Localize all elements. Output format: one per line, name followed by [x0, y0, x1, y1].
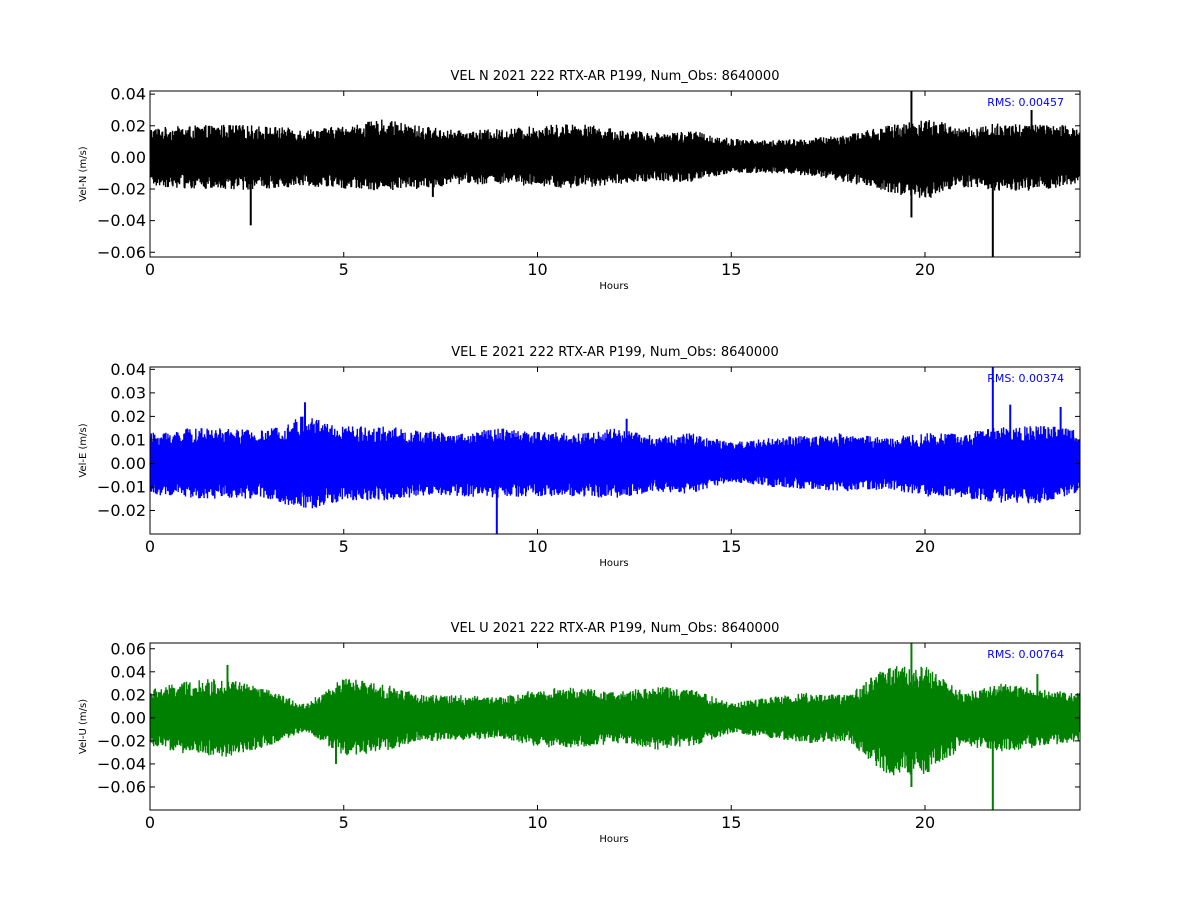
y-tick-label: −0.02: [97, 501, 146, 520]
y-axis-label: Vel-U (m/s): [78, 699, 89, 754]
y-tick-label: −0.04: [97, 754, 146, 773]
x-axis-label: Hours: [599, 281, 628, 292]
x-axis-label: Hours: [599, 558, 628, 569]
rms-annotation: RMS: 0.00374: [987, 372, 1064, 385]
y-tick-label: 0.04: [110, 662, 146, 681]
series-trace: [150, 416, 1080, 509]
y-axis-label: Vel-E (m/s): [78, 423, 89, 477]
x-tick-label: 15: [721, 813, 741, 832]
plot-frame: [149, 366, 1081, 535]
plot-frame: [149, 642, 1081, 811]
x-tick-label: 15: [721, 537, 741, 556]
x-tick-label: 20: [915, 813, 935, 832]
x-tick-label: 5: [339, 813, 349, 832]
chart-title: VEL E 2021 222 RTX-AR P199, Num_Obs: 864…: [451, 345, 778, 360]
subplot-2: 0 5 10 15 20 0.04 0.03 0.02 0.01 0.00 −0.01 −0.02 VE…: [78, 345, 1081, 569]
y-tick-label: 0.03: [110, 383, 146, 402]
y-axis-label: Vel-N (m/s): [78, 146, 89, 201]
subplot-3: 0 5 10 15 20 0.06 0.04 0.02 0.00 −0.02 −0.04 −0.06 V…: [78, 621, 1081, 845]
x-tick-label: 0: [145, 813, 155, 832]
y-tick-label: 0.02: [110, 116, 146, 135]
y-tick-label: 0.02: [110, 685, 146, 704]
x-tick-label: 10: [527, 813, 547, 832]
x-tick-label: 10: [527, 260, 547, 279]
series-trace: [150, 119, 1080, 198]
y-tick-label: 0.06: [110, 639, 146, 658]
plot-frame: [149, 90, 1081, 258]
x-tick-label: 15: [721, 260, 741, 279]
series-trace: [150, 666, 1080, 776]
x-tick-label: 0: [145, 260, 155, 279]
y-tick-label: −0.02: [97, 731, 146, 750]
y-tick-label: 0.04: [110, 85, 146, 104]
y-tick-label: −0.02: [97, 180, 146, 199]
x-tick-label: 5: [339, 537, 349, 556]
chart-title: VEL U 2021 222 RTX-AR P199, Num_Obs: 864…: [451, 621, 780, 636]
x-tick-label: 20: [915, 537, 935, 556]
x-tick-label: 10: [527, 537, 547, 556]
rms-annotation: RMS: 0.00457: [987, 96, 1064, 109]
y-tick-label: 0.04: [110, 360, 146, 379]
y-tick-label: 0.00: [110, 454, 146, 473]
y-tick-label: −0.06: [97, 777, 146, 796]
x-tick-label: 5: [339, 260, 349, 279]
y-tick-label: −0.06: [97, 243, 146, 262]
y-tick-label: −0.04: [97, 211, 146, 230]
y-tick-label: 0.02: [110, 407, 146, 426]
y-tick-label: 0.00: [110, 148, 146, 167]
rms-annotation: RMS: 0.00764: [987, 648, 1064, 661]
y-tick-label: −0.01: [97, 477, 146, 496]
y-tick-label: 0.01: [110, 430, 146, 449]
x-tick-label: 0: [145, 537, 155, 556]
x-tick-label: 20: [915, 260, 935, 279]
chart-title: VEL N 2021 222 RTX-AR P199, Num_Obs: 864…: [451, 69, 780, 84]
subplot-1: 0 5 10 15 20 0.04 0.02 0.00 −0.02 −0.04 −0.06 VEL N…: [78, 69, 1081, 292]
x-axis-label: Hours: [599, 834, 628, 845]
y-tick-label: 0.00: [110, 708, 146, 727]
